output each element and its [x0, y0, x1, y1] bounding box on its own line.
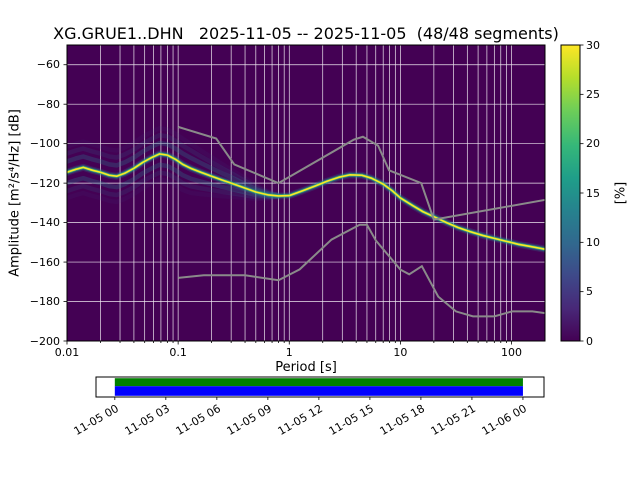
- y-tick-label: −80: [36, 97, 60, 111]
- timeline-frame: [95, 376, 545, 398]
- timeline-coverage-blue: [114, 386, 523, 396]
- plot-title: XG.GRUE1..DHN 2025-11-05 -- 2025-11-05 (…: [53, 24, 559, 43]
- psd-spread-band: [67, 132, 281, 198]
- axes-frame: [66, 44, 546, 342]
- timeline-coverage-green: [114, 378, 523, 387]
- nlnm-curve: [178, 223, 545, 318]
- nhnm-curve: [177, 125, 545, 221]
- y-tick-label: −200: [29, 334, 60, 348]
- psd-spread-band: [67, 140, 281, 198]
- psd-mode-line: [67, 153, 545, 251]
- psd-spread-band: [67, 170, 281, 200]
- x-tick-label: 100: [501, 346, 523, 359]
- colorbar-label: [%]: [613, 181, 629, 205]
- colorbar-tick-label: 10: [586, 235, 600, 249]
- psd-spread-band: [67, 177, 281, 205]
- colorbar-tick-label: 20: [586, 137, 600, 151]
- y-tick-label: −100: [29, 137, 60, 151]
- colorbar-tick-label: 30: [586, 38, 600, 52]
- colorbar-tick-label: 25: [586, 87, 600, 101]
- x-axis-label: Period [s]: [275, 360, 337, 375]
- axis-ticks: [63, 64, 512, 345]
- psd-density: [67, 126, 545, 253]
- x-tick-label: 0.1: [169, 346, 187, 359]
- y-tick-label: −180: [29, 295, 60, 309]
- colorbar-gradient: [561, 45, 580, 341]
- grid-lines: [66, 45, 545, 342]
- x-tick-label: 0.01: [54, 346, 80, 359]
- y-axis-label: Amplitude [m²/s⁴/Hz] [dB]: [7, 109, 23, 277]
- psd-spread-band: [67, 126, 281, 198]
- y-tick-label: −140: [29, 216, 60, 230]
- colorbar-tick-label: 15: [586, 186, 600, 200]
- y-tick-label: −60: [36, 58, 60, 72]
- y-tick-label: −120: [29, 176, 60, 190]
- y-tick-label: −160: [29, 255, 60, 269]
- x-tick-label: 10: [393, 346, 408, 359]
- plot-background: [67, 45, 545, 341]
- colorbar-tick-label: 5: [586, 285, 593, 299]
- colorbar-tick-label: 0: [586, 334, 593, 348]
- x-tick-label: 1: [285, 346, 293, 359]
- noise-models: [177, 125, 545, 318]
- psd-spread-band: [67, 162, 281, 199]
